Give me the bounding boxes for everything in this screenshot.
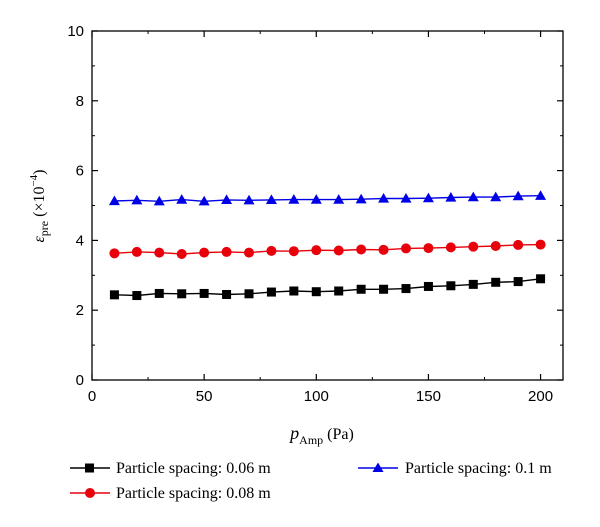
legend-label-1: Particle spacing: 0.08 m: [116, 485, 271, 502]
x-tick-label: 200: [528, 388, 553, 405]
x-tick-label: 100: [304, 388, 329, 405]
y-tick-label: 8: [76, 93, 84, 110]
data-point: [221, 194, 233, 205]
legend-marker-square: [85, 463, 94, 473]
x-tick-label: 150: [416, 388, 441, 405]
data-point: [423, 243, 434, 254]
data-point: [177, 289, 187, 299]
data-point: [288, 246, 299, 257]
plot-frame: [91, 30, 564, 381]
series-line-2: [114, 195, 541, 203]
data-point: [513, 239, 524, 250]
data-point: [109, 290, 119, 300]
data-point: [445, 242, 456, 253]
x-axis-label-main: p: [288, 423, 299, 443]
y-axis-label: εpre (×10−4): [28, 169, 51, 242]
x-axis-label-sub: Amp: [299, 433, 323, 447]
data-point: [108, 195, 120, 206]
data-point: [221, 246, 232, 257]
y-axis-label-unit-end: ): [31, 169, 48, 174]
x-tick-label: 0: [88, 388, 96, 405]
data-point: [334, 286, 344, 296]
y-tick-label: 4: [76, 232, 84, 249]
data-point: [378, 193, 390, 203]
data-point: [333, 194, 345, 204]
data-point: [422, 192, 434, 203]
data-point: [176, 194, 188, 204]
y-tick-label: 10: [67, 23, 84, 40]
legend-marker-circle: [85, 488, 95, 498]
data-point: [356, 244, 367, 255]
x-axis-label: pAmp (Pa): [288, 423, 354, 447]
legend-label-0: Particle spacing: 0.06 m: [116, 460, 271, 477]
legend-marker-triangle: [372, 462, 384, 472]
data-point: [401, 284, 411, 294]
data-point: [266, 287, 276, 297]
x-tick-label: 50: [196, 388, 213, 405]
data-point: [378, 244, 389, 255]
data-point: [423, 281, 433, 291]
data-point: [356, 284, 366, 294]
data-point: [109, 248, 120, 259]
data-point: [467, 191, 479, 202]
data-point: [154, 247, 165, 258]
data-point: [243, 194, 255, 205]
data-point: [132, 291, 142, 301]
data-point: [446, 281, 456, 291]
y-axis-label-main: ε: [31, 236, 48, 243]
data-point: [288, 194, 300, 204]
data-point: [468, 279, 478, 289]
data-point: [154, 288, 164, 298]
data-point: [513, 277, 523, 287]
y-tick-label: 2: [76, 302, 84, 319]
data-point: [176, 249, 187, 260]
x-axis-label-unit: (Pa): [323, 426, 354, 443]
data-point: [490, 191, 502, 202]
data-point: [311, 287, 321, 297]
y-axis-label-sup: −4: [28, 174, 40, 186]
data-point: [400, 193, 412, 203]
data-point: [198, 195, 210, 206]
y-tick-label: 0: [76, 372, 84, 389]
y-axis-label-sub: pre: [37, 221, 51, 236]
data-point: [244, 289, 254, 299]
data-point: [490, 240, 501, 251]
data-point: [491, 277, 501, 287]
data-point: [355, 193, 367, 204]
data-point: [468, 241, 479, 252]
data-point: [199, 288, 209, 298]
legend-label-2: Particle spacing: 0.1 m: [405, 460, 552, 477]
data-point: [265, 194, 277, 205]
data-point: [310, 194, 322, 204]
data-point: [289, 286, 299, 296]
data-point: [311, 245, 322, 256]
data-point: [535, 239, 546, 250]
data-point: [333, 245, 344, 256]
y-axis-label-unit: (×10: [31, 187, 48, 221]
data-point: [153, 195, 165, 206]
legend-item-2: Particle spacing: 0.1 m: [358, 460, 552, 477]
legend-item-0: Particle spacing: 0.06 m: [70, 460, 271, 477]
legend: Particle spacing: 0.06 m Particle spacin…: [70, 460, 552, 502]
data-point: [535, 190, 547, 200]
data-point: [401, 243, 411, 254]
y-tick-label: 6: [76, 163, 84, 180]
data-point: [244, 247, 254, 258]
data-point: [199, 247, 210, 258]
legend-item-1: Particle spacing: 0.08 m: [70, 485, 271, 502]
data-point: [379, 284, 389, 294]
data-point: [266, 245, 277, 256]
data-point: [131, 194, 143, 205]
data-point: [445, 191, 457, 202]
data-point: [222, 289, 232, 299]
data-point: [536, 274, 546, 284]
data-point: [512, 190, 524, 201]
data-point: [131, 246, 142, 257]
